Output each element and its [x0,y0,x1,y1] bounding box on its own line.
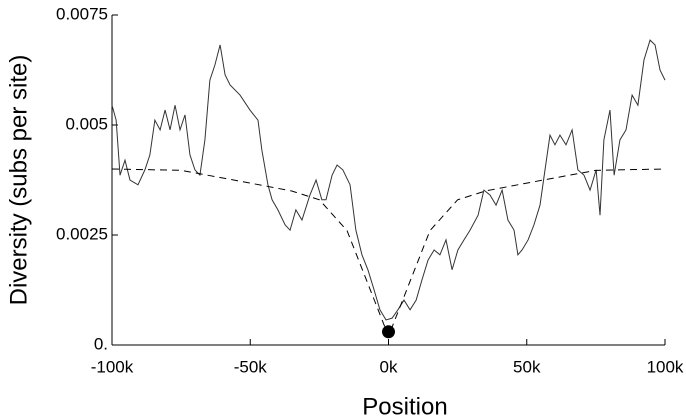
marker-point [382,325,395,339]
series-line [111,39,666,321]
y-tick-label: 0.005 [65,114,108,133]
x-tick-label: 0k [380,357,398,376]
series-line [111,168,666,338]
y-tick-label: 0. [94,334,108,353]
x-tick-label: -50k [234,357,268,376]
y-tick-label: 0.0025 [56,224,108,243]
x-axis-title: Position [362,393,447,418]
x-tick-label: -100k [91,357,134,376]
x-tick-label: 100k [647,357,684,376]
y-axis-title: Diversity (subs per site) [5,55,32,306]
x-tick-label: 50k [513,357,541,376]
y-tick-label: 0.0075 [56,4,108,23]
